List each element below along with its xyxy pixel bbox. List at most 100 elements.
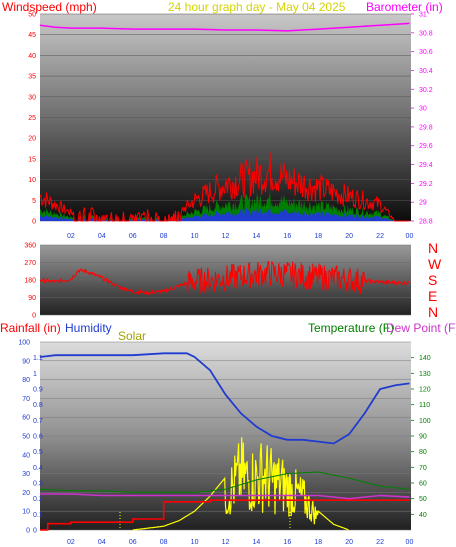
humidity-tick-label: 10 bbox=[22, 509, 30, 516]
bottom-x-tick-label: 08 bbox=[160, 539, 168, 546]
windspeed-tick-label: 45 bbox=[28, 32, 36, 39]
chart-main-title: 24 hour graph day - May 04 2025 bbox=[168, 0, 346, 14]
top-x-tick-label: 02 bbox=[67, 233, 75, 240]
bottom-x-tick-label: 02 bbox=[67, 539, 75, 546]
rainfall-tick-label: 1 bbox=[33, 371, 37, 378]
temperature-tick-label: 70 bbox=[419, 465, 427, 472]
windspeed-axis-title: Windspeed (mph) bbox=[2, 0, 97, 14]
temperature-axis-title: Temperature (F) bbox=[308, 321, 394, 335]
barometer-tick-label: 30 bbox=[419, 106, 427, 113]
humidity-axis-title: Humidity bbox=[65, 321, 112, 335]
barometer-tick-label: 29 bbox=[419, 200, 427, 207]
dewpoint-series-line bbox=[40, 493, 410, 500]
temperature-tick-label: 100 bbox=[419, 418, 431, 425]
humidity-tick-label: 90 bbox=[22, 358, 30, 365]
top-x-tick-label: 16 bbox=[283, 233, 291, 240]
humidity-tick-label: 80 bbox=[22, 377, 30, 384]
bottom-x-tick-label: 20 bbox=[345, 539, 353, 546]
humidity-tick-label: 40 bbox=[22, 452, 30, 459]
windspeed-tick-label: 35 bbox=[28, 74, 36, 81]
top-x-tick-label: 14 bbox=[253, 233, 261, 240]
solar-series-line bbox=[132, 437, 349, 531]
direction-tick-label: 360 bbox=[24, 243, 36, 250]
series-layer bbox=[39, 22, 410, 531]
windspeed-tick-label: 25 bbox=[28, 115, 36, 122]
windspeed-tick-label: 5 bbox=[32, 198, 36, 205]
direction-tick-label: 90 bbox=[28, 295, 36, 302]
barometer-tick-label: 31 bbox=[419, 12, 427, 19]
top-x-tick-label: 22 bbox=[376, 233, 384, 240]
solar-axis-title: Solar bbox=[118, 329, 146, 343]
wind-average-fill bbox=[40, 205, 410, 221]
temperature-tick-label: 40 bbox=[419, 512, 427, 519]
windspeed-series-line bbox=[39, 152, 410, 222]
windspeed-tick-label: 30 bbox=[28, 94, 36, 101]
bottom-x-tick-label: 10 bbox=[191, 539, 199, 546]
temperature-tick-label: 90 bbox=[419, 434, 427, 441]
rainfall-tick-label: 0.8 bbox=[33, 402, 43, 409]
top-x-tick-label: 00 bbox=[406, 233, 414, 240]
bottom-x-tick-label: 16 bbox=[283, 539, 291, 546]
temperature-tick-label: 140 bbox=[419, 355, 431, 362]
humidity-tick-label: 100 bbox=[18, 340, 30, 347]
top-x-tick-label: 12 bbox=[222, 233, 230, 240]
humidity-tick-label: 30 bbox=[22, 471, 30, 478]
bottom-x-tick-label: 14 bbox=[253, 539, 261, 546]
temperature-tick-label: 130 bbox=[419, 371, 431, 378]
direction-tick-label: 0 bbox=[32, 313, 36, 320]
tick-labels: 0510152025303540455028.82929.229.429.629… bbox=[18, 12, 432, 547]
top-x-tick-label: 04 bbox=[98, 233, 106, 240]
barometer-tick-label: 29.6 bbox=[419, 143, 433, 150]
temperature-tick-label: 80 bbox=[419, 449, 427, 456]
temperature-tick-label: 120 bbox=[419, 387, 431, 394]
rainfall-tick-label: 0 bbox=[33, 528, 37, 535]
rainfall-tick-label: 0.2 bbox=[33, 496, 43, 503]
compass-w: W bbox=[428, 256, 442, 272]
compass-n-bottom: N bbox=[428, 304, 438, 320]
direction-tick-label: 270 bbox=[24, 260, 36, 267]
dewpoint-axis-title: Dew Point (F) bbox=[386, 321, 456, 335]
temperature-tick-label: 60 bbox=[419, 481, 427, 488]
compass-s: S bbox=[428, 272, 437, 288]
rainfall-axis-title: Rainfall (in) bbox=[0, 321, 61, 335]
rainfall-tick-label: 0.1 bbox=[33, 512, 43, 519]
top-x-tick-label: 10 bbox=[191, 233, 199, 240]
top-x-tick-label: 20 bbox=[345, 233, 353, 240]
wind-gust-fill bbox=[40, 190, 410, 221]
humidity-tick-label: 60 bbox=[22, 415, 30, 422]
temperature-tick-label: 110 bbox=[419, 402, 430, 409]
rainfall-tick-label: 0.4 bbox=[33, 465, 43, 472]
humidity-tick-label: 50 bbox=[22, 434, 30, 441]
bottom-x-tick-label: 22 bbox=[376, 539, 384, 546]
humidity-tick-label: 70 bbox=[22, 396, 30, 403]
bottom-x-tick-label: 00 bbox=[406, 539, 414, 546]
rainfall-tick-label: 0.5 bbox=[33, 449, 43, 456]
windspeed-tick-label: 40 bbox=[28, 53, 36, 60]
top-x-tick-label: 18 bbox=[314, 233, 322, 240]
barometer-series-line bbox=[39, 22, 410, 32]
bottom-x-tick-label: 18 bbox=[314, 539, 322, 546]
barometer-tick-label: 30.4 bbox=[419, 68, 433, 75]
barometer-tick-label: 29.8 bbox=[419, 124, 433, 131]
barometer-axis-title: Barometer (in) bbox=[366, 0, 443, 14]
barometer-tick-label: 30.2 bbox=[419, 87, 433, 94]
rainfall-tick-label: 1.1 bbox=[33, 355, 43, 362]
temperature-tick-label: 50 bbox=[419, 496, 427, 503]
compass-n-top: N bbox=[428, 240, 438, 256]
barometer-tick-label: 28.8 bbox=[419, 219, 433, 226]
humidity-tick-label: 0 bbox=[26, 528, 30, 535]
rainfall-tick-label: 0.3 bbox=[33, 481, 43, 488]
barometer-tick-label: 29.4 bbox=[419, 162, 433, 169]
temperature-series-line bbox=[39, 471, 410, 493]
barometer-tick-label: 29.2 bbox=[419, 181, 433, 188]
barometer-tick-label: 30.8 bbox=[419, 30, 433, 37]
rainfall-series-line bbox=[40, 499, 410, 531]
top-x-tick-label: 06 bbox=[129, 233, 137, 240]
windspeed-tick-label: 0 bbox=[32, 219, 36, 226]
gridlines bbox=[40, 13, 414, 531]
rainfall-tick-label: 0.7 bbox=[33, 418, 43, 425]
windspeed-tick-label: 20 bbox=[28, 136, 36, 143]
windspeed-tick-label: 15 bbox=[28, 156, 36, 163]
wind-fills bbox=[40, 190, 410, 221]
